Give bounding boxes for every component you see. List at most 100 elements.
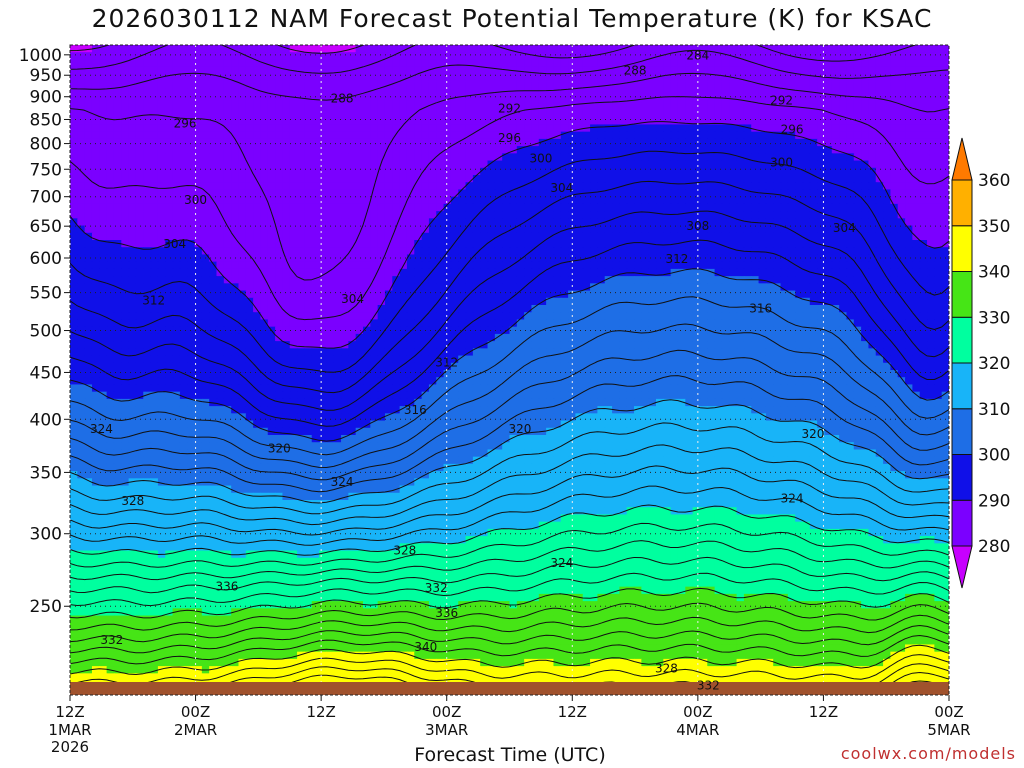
fill-cell	[443, 153, 452, 162]
fill-cell	[216, 117, 225, 126]
fill-cell	[341, 261, 349, 270]
fill-cell	[216, 138, 225, 147]
fill-cell	[677, 240, 686, 248]
fill-cell	[582, 326, 591, 335]
fill-cell	[165, 167, 174, 176]
fill-cell	[538, 110, 547, 118]
fill-cell	[260, 341, 269, 349]
fill-cell	[648, 283, 657, 292]
fill-cell	[392, 283, 401, 292]
fill-cell	[560, 102, 569, 111]
fill-cell	[494, 189, 503, 198]
fill-cell	[502, 232, 511, 241]
fill-cell	[890, 182, 899, 191]
fill-cell	[341, 333, 349, 342]
fill-cell	[846, 95, 855, 104]
fill-cell	[333, 196, 342, 205]
fill-cell	[934, 175, 943, 183]
fill-cell	[392, 203, 401, 212]
fill-cell	[443, 59, 452, 68]
fill-cell	[897, 153, 906, 162]
fill-cell	[465, 73, 474, 82]
fill-cell	[355, 312, 364, 321]
fill-cell	[128, 59, 137, 68]
fill-cell	[370, 283, 379, 292]
fill-cell	[612, 247, 620, 256]
fill-cell	[604, 333, 613, 342]
fill-cell	[648, 218, 657, 227]
fill-cell	[560, 225, 569, 234]
fill-cell	[699, 297, 708, 306]
fill-cell	[612, 138, 620, 147]
fill-cell	[289, 52, 298, 61]
fill-cell	[612, 211, 620, 219]
fill-cell	[414, 153, 423, 162]
fill-cell	[406, 240, 415, 248]
fill-cell	[714, 203, 723, 212]
fill-cell	[348, 211, 357, 219]
fill-cell	[399, 218, 408, 227]
fill-cell	[406, 95, 415, 104]
fill-cell	[121, 312, 130, 321]
fill-cell	[780, 81, 789, 89]
fill-cell	[209, 88, 218, 97]
fill-cell	[297, 254, 305, 263]
fill-cell	[546, 305, 555, 313]
fill-cell	[743, 138, 752, 147]
fill-cell	[612, 102, 620, 111]
fill-cell	[765, 305, 774, 313]
fill-cell	[677, 66, 686, 75]
fill-cell	[604, 73, 613, 82]
fill-cell	[634, 59, 642, 68]
fill-cell	[223, 167, 232, 176]
fill-cell	[883, 182, 891, 191]
fill-cell	[128, 131, 137, 140]
fill-cell	[143, 268, 152, 277]
fill-cell	[238, 45, 247, 53]
fill-cell	[663, 247, 672, 256]
fill-cell	[458, 102, 467, 111]
fill-cell	[436, 211, 445, 219]
fill-cell	[179, 138, 188, 147]
fill-cell	[113, 240, 122, 248]
fill-cell	[165, 319, 174, 328]
fill-cell	[927, 290, 935, 299]
fill-cell	[883, 290, 891, 299]
fill-cell	[721, 81, 730, 89]
fill-cell	[172, 232, 181, 241]
fill-cell	[363, 225, 371, 234]
fill-cell	[341, 59, 349, 68]
fill-cell	[538, 88, 547, 97]
fill-cell	[128, 66, 137, 75]
fill-cell	[831, 297, 840, 306]
fill-cell	[839, 305, 848, 313]
fill-cell	[546, 59, 555, 68]
fill-cell	[428, 297, 437, 306]
fill-cell	[121, 175, 130, 183]
fill-cell	[868, 117, 877, 126]
fill-cell	[839, 81, 848, 89]
fill-cell	[831, 52, 840, 61]
fill-cell	[480, 182, 489, 191]
fill-cell	[853, 247, 862, 256]
fill-cell	[267, 81, 276, 89]
fill-cell	[179, 175, 188, 183]
fill-cell	[721, 167, 730, 176]
fill-cell	[546, 73, 555, 82]
fill-cell	[582, 196, 591, 205]
fill-cell	[275, 117, 284, 126]
fill-cell	[824, 81, 833, 89]
fill-cell	[773, 110, 782, 118]
fill-cell	[436, 138, 445, 147]
fill-cell	[912, 95, 921, 104]
fill-cell	[128, 138, 137, 147]
fill-cell	[905, 232, 913, 241]
fill-cell	[824, 131, 833, 140]
fill-cell	[275, 182, 284, 191]
fill-cell	[560, 160, 569, 169]
fill-cell	[406, 232, 415, 241]
fill-cell	[238, 160, 247, 169]
fill-cell	[392, 45, 401, 53]
fill-cell	[575, 276, 584, 284]
fill-cell	[143, 138, 152, 147]
